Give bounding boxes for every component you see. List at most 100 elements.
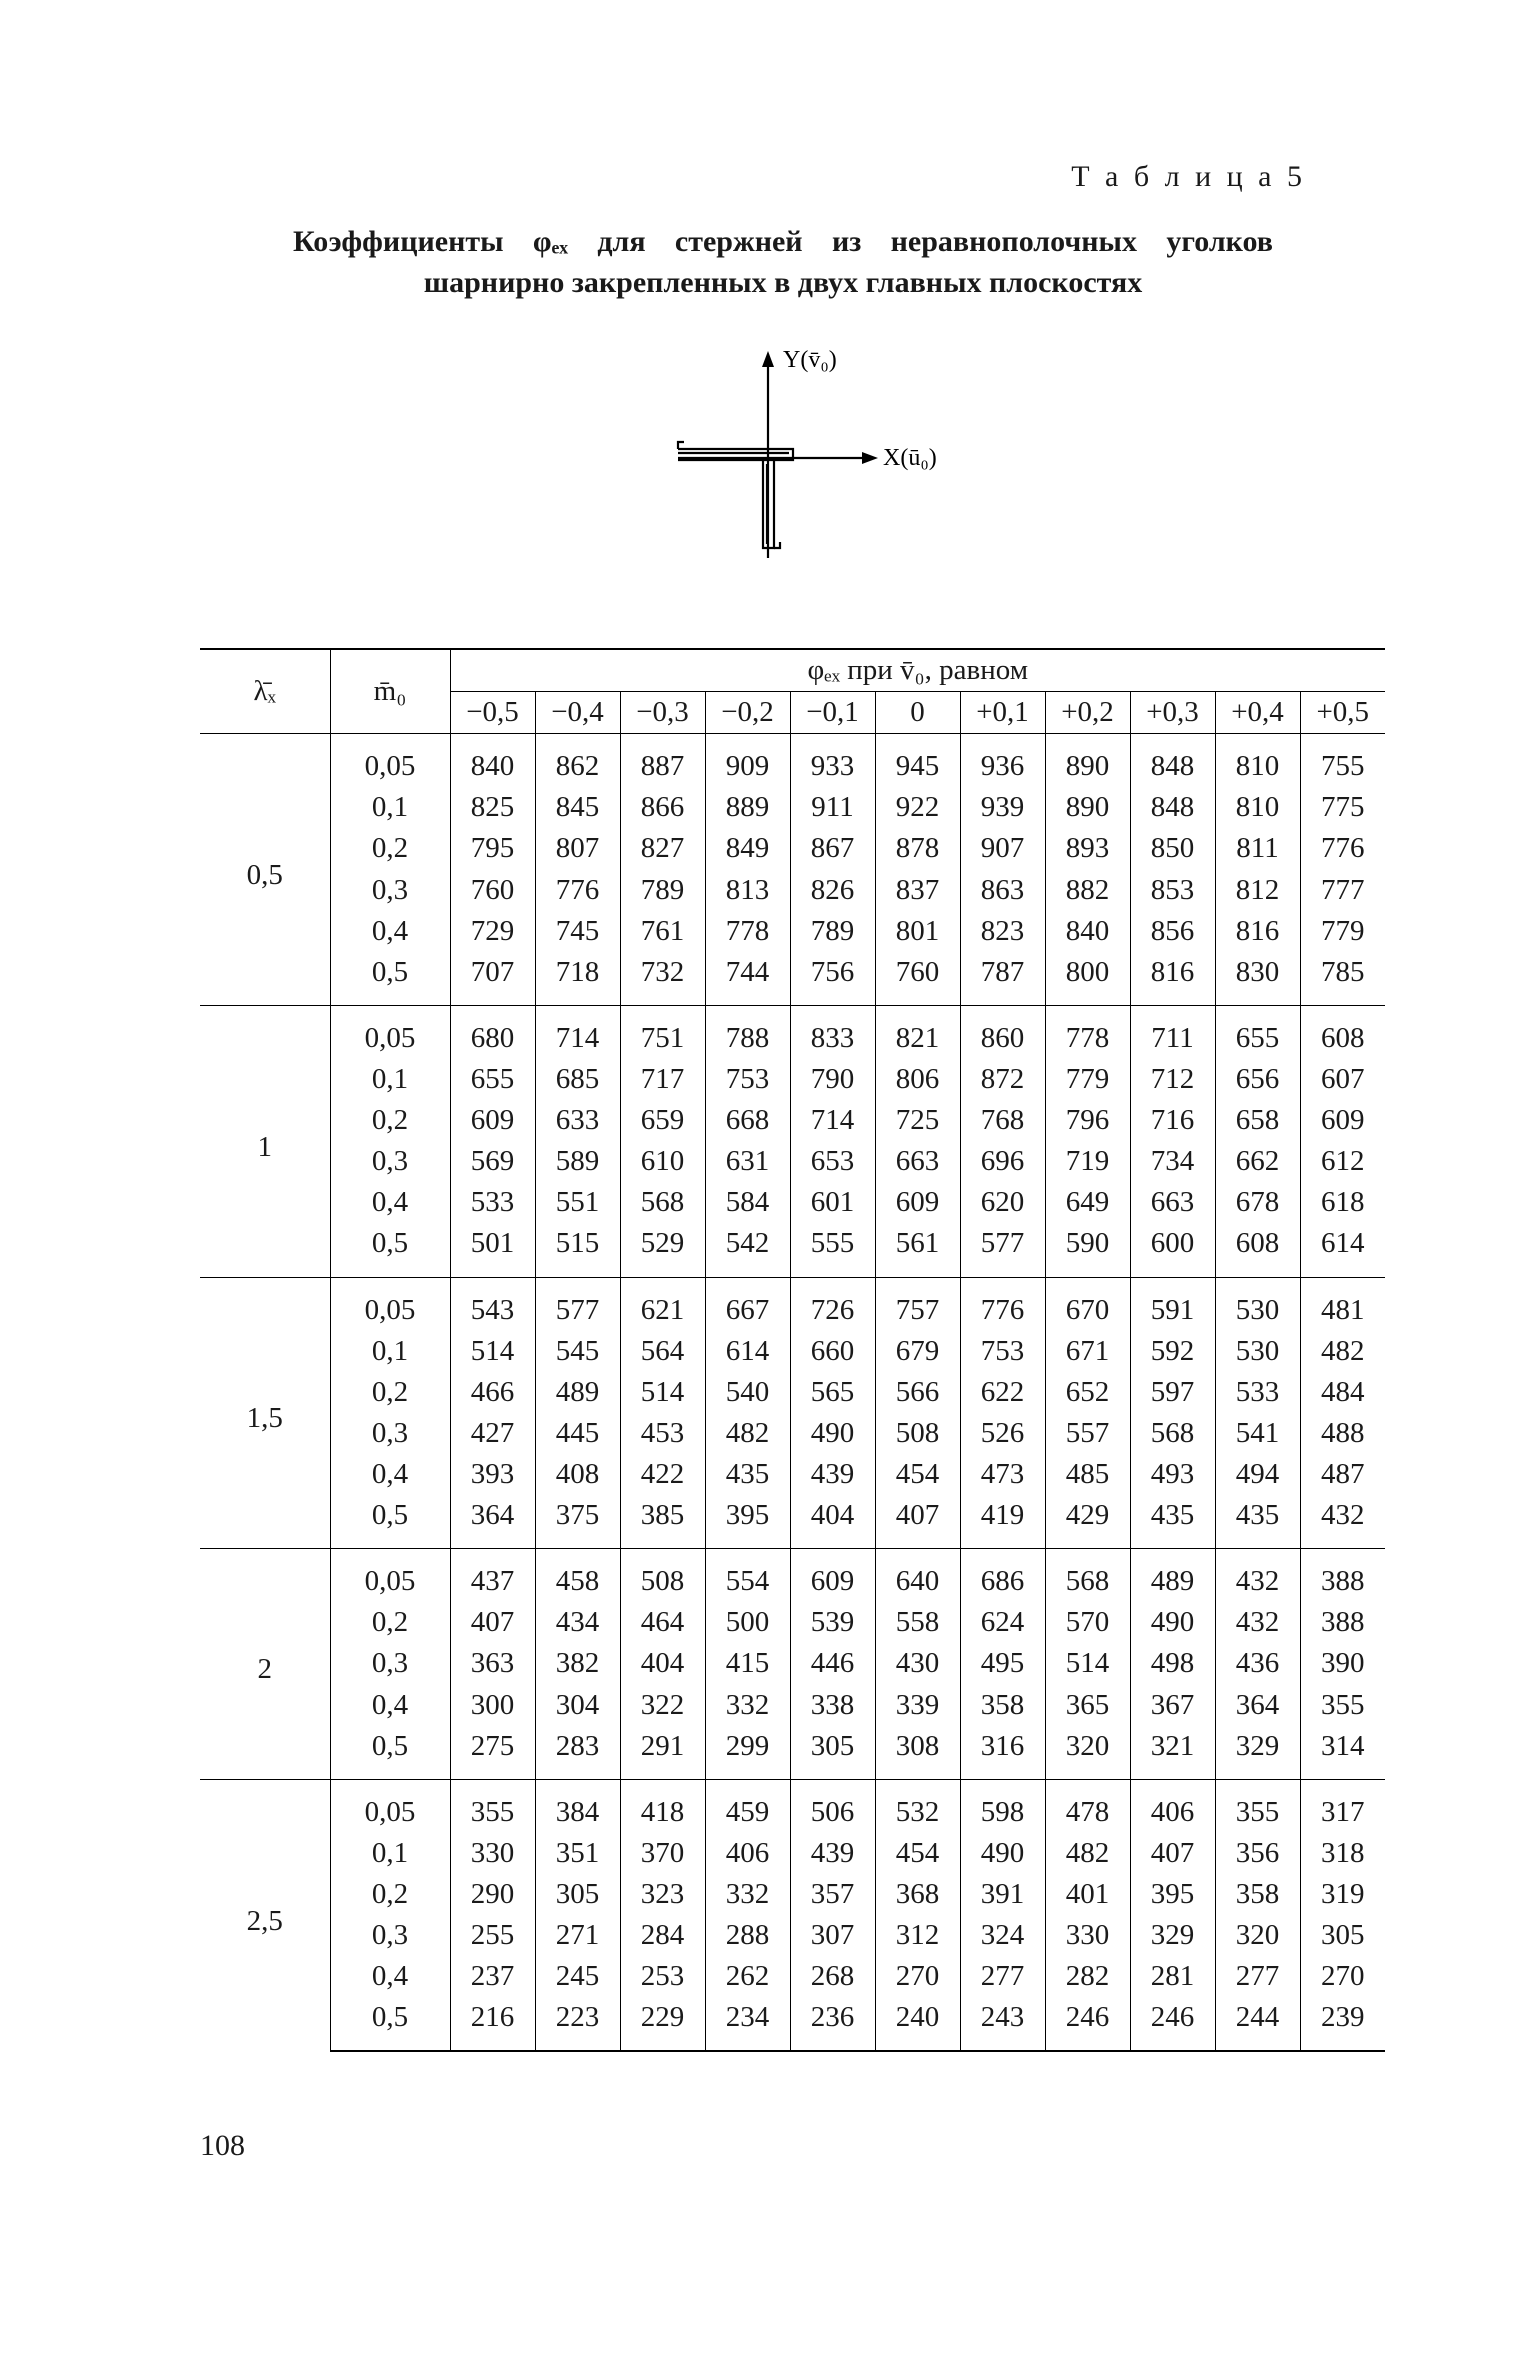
lambda-cell: 2 [200,1549,330,1780]
value-cell: 324 [960,1915,1045,1956]
value-cell: 887 [620,734,705,788]
value-cell: 696 [960,1141,1045,1182]
value-cell: 407 [450,1602,535,1643]
value-cell: 911 [790,787,875,828]
col-value-header: −0,5 [450,692,535,734]
value-cell: 308 [875,1726,960,1780]
value-cell: 570 [1045,1602,1130,1643]
value-cell: 778 [1045,1005,1130,1059]
value-cell: 435 [705,1454,790,1495]
value-cell: 291 [620,1726,705,1780]
value-cell: 922 [875,787,960,828]
value-cell: 495 [960,1643,1045,1684]
value-cell: 776 [535,870,620,911]
value-cell: 658 [1215,1100,1300,1141]
value-cell: 384 [535,1779,620,1833]
value-cell: 768 [960,1100,1045,1141]
value-cell: 753 [705,1059,790,1100]
value-cell: 821 [875,1005,960,1059]
value-cell: 464 [620,1602,705,1643]
value-cell: 909 [705,734,790,788]
value-cell: 316 [960,1726,1045,1780]
value-cell: 500 [705,1602,790,1643]
value-cell: 533 [1215,1372,1300,1413]
value-cell: 338 [790,1685,875,1726]
value-cell: 240 [875,1997,960,2051]
col-value-header: +0,3 [1130,692,1215,734]
value-cell: 305 [1300,1915,1385,1956]
value-cell: 652 [1045,1372,1130,1413]
value-cell: 406 [1130,1779,1215,1833]
value-cell: 368 [875,1874,960,1915]
value-cell: 530 [1215,1277,1300,1331]
value-cell: 889 [705,787,790,828]
mo-cell: 0,5 [330,1223,450,1277]
value-cell: 418 [620,1779,705,1833]
value-cell: 533 [450,1182,535,1223]
value-cell: 514 [620,1372,705,1413]
value-cell: 756 [790,952,875,1006]
value-cell: 551 [535,1182,620,1223]
value-cell: 541 [1215,1413,1300,1454]
value-cell: 246 [1130,1997,1215,2051]
value-cell: 751 [620,1005,705,1059]
value-cell: 790 [790,1059,875,1100]
value-cell: 609 [450,1100,535,1141]
value-cell: 245 [535,1956,620,1997]
lambda-cell: 0,5 [200,734,330,1006]
value-cell: 437 [450,1549,535,1603]
value-cell: 490 [790,1413,875,1454]
value-cell: 801 [875,911,960,952]
mo-cell: 0,05 [330,1005,450,1059]
value-cell: 789 [620,870,705,911]
mo-cell: 0,05 [330,1277,450,1331]
value-cell: 401 [1045,1874,1130,1915]
value-cell: 494 [1215,1454,1300,1495]
mo-cell: 0,05 [330,1549,450,1603]
value-cell: 445 [535,1413,620,1454]
value-cell: 484 [1300,1372,1385,1413]
value-cell: 717 [620,1059,705,1100]
value-cell: 659 [620,1100,705,1141]
value-cell: 744 [705,952,790,1006]
mo-cell: 0,2 [330,1372,450,1413]
value-cell: 840 [450,734,535,788]
value-cell: 365 [1045,1685,1130,1726]
mo-cell: 0,4 [330,911,450,952]
value-cell: 867 [790,828,875,869]
value-cell: 729 [450,911,535,952]
value-cell: 716 [1130,1100,1215,1141]
col-value-header: +0,2 [1045,692,1130,734]
value-cell: 566 [875,1372,960,1413]
col-value-header: −0,2 [705,692,790,734]
value-cell: 395 [1130,1874,1215,1915]
value-cell: 939 [960,787,1045,828]
value-cell: 936 [960,734,1045,788]
value-cell: 223 [535,1997,620,2051]
value-cell: 283 [535,1726,620,1780]
value-cell: 732 [620,952,705,1006]
value-cell: 777 [1300,870,1385,911]
value-cell: 514 [450,1331,535,1372]
value-cell: 825 [450,787,535,828]
value-cell: 419 [960,1495,1045,1549]
value-cell: 761 [620,911,705,952]
value-cell: 277 [1215,1956,1300,1997]
mo-cell: 0,3 [330,870,450,911]
value-cell: 671 [1045,1331,1130,1372]
lambda-cell: 2,5 [200,1779,330,2051]
value-cell: 482 [1300,1331,1385,1372]
value-cell: 813 [705,870,790,911]
value-cell: 760 [450,870,535,911]
value-cell: 487 [1300,1454,1385,1495]
value-cell: 275 [450,1726,535,1780]
value-cell: 262 [705,1956,790,1997]
value-cell: 439 [790,1454,875,1495]
value-cell: 827 [620,828,705,869]
value-cell: 357 [790,1874,875,1915]
value-cell: 321 [1130,1726,1215,1780]
mo-cell: 0,05 [330,734,450,788]
value-cell: 501 [450,1223,535,1277]
value-cell: 427 [450,1413,535,1454]
value-cell: 364 [1215,1685,1300,1726]
